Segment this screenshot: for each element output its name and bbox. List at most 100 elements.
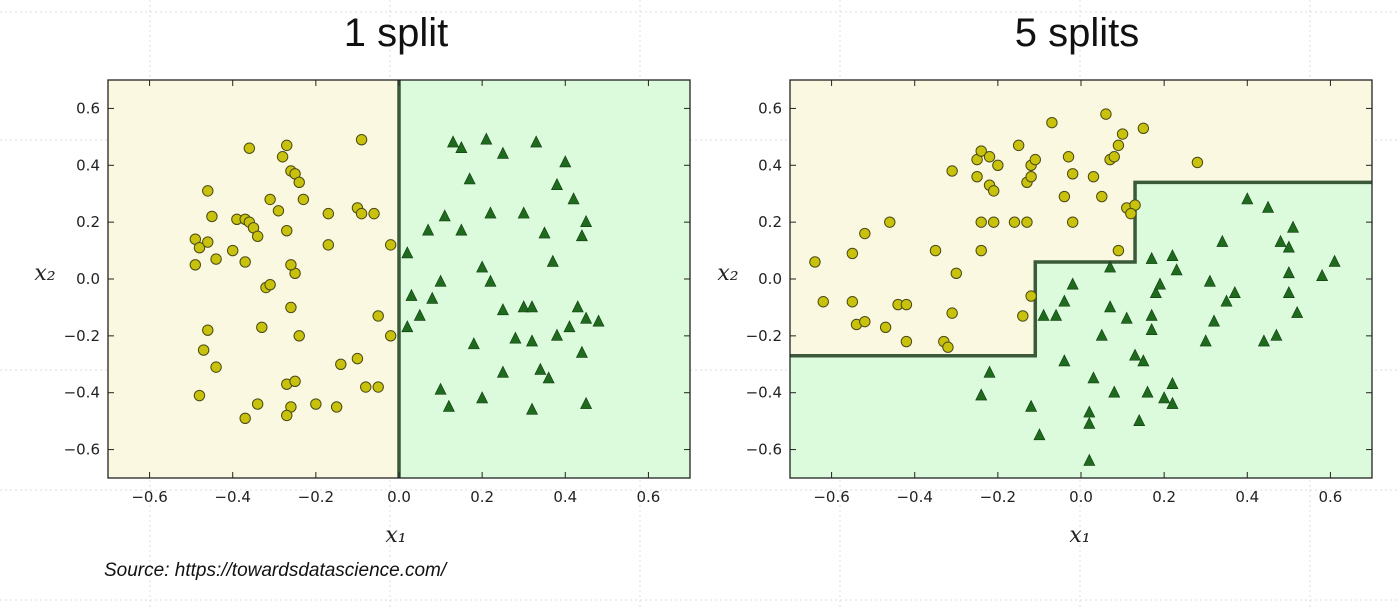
data-point-triangle bbox=[1170, 263, 1183, 276]
data-point-triangle bbox=[592, 314, 605, 327]
data-point-triangle bbox=[1262, 200, 1275, 213]
data-point-triangle bbox=[463, 172, 476, 185]
data-point-circle bbox=[293, 330, 305, 342]
data-point-circle bbox=[322, 239, 335, 251]
data-point-circle bbox=[846, 247, 859, 260]
y-axis-label: x₂ bbox=[717, 261, 738, 286]
chart-title: 5 splits bbox=[1015, 11, 1140, 55]
data-point-circle bbox=[227, 244, 239, 257]
data-point-triangle bbox=[1104, 260, 1117, 273]
data-point-triangle bbox=[413, 308, 426, 321]
data-point-triangle bbox=[405, 288, 418, 301]
region-class-a bbox=[790, 80, 1372, 356]
y-tick-label: −0.4 bbox=[746, 384, 782, 402]
data-point-triangle bbox=[1166, 249, 1179, 262]
data-point-triangle bbox=[575, 345, 588, 358]
data-point-triangle bbox=[401, 246, 414, 259]
data-point-circle bbox=[193, 242, 206, 254]
data-point-triangle bbox=[550, 328, 563, 341]
data-point-circle bbox=[992, 159, 1004, 171]
data-point-triangle bbox=[571, 300, 584, 313]
data-point-triangle bbox=[484, 274, 497, 287]
x-tick-label: −0.4 bbox=[214, 488, 250, 506]
data-point-circle bbox=[942, 341, 954, 353]
data-point-circle bbox=[1096, 190, 1108, 203]
data-point-triangle bbox=[1145, 251, 1158, 264]
data-point-triangle bbox=[1083, 416, 1096, 429]
data-point-circle bbox=[1008, 216, 1021, 228]
data-point-circle bbox=[281, 139, 293, 152]
source-note: Source: https://towardsdatascience.com/ bbox=[104, 560, 447, 581]
data-point-circle bbox=[285, 259, 297, 271]
data-point-triangle bbox=[517, 300, 530, 313]
data-point-triangle bbox=[476, 260, 489, 273]
data-point-circle bbox=[1087, 170, 1100, 183]
y-tick-label: −0.6 bbox=[746, 441, 782, 459]
data-point-triangle bbox=[1104, 300, 1117, 313]
data-point-triangle bbox=[496, 146, 509, 159]
data-point-triangle bbox=[550, 178, 563, 190]
data-point-circle bbox=[355, 207, 368, 220]
data-point-triangle bbox=[1208, 314, 1221, 327]
data-point-triangle bbox=[1149, 286, 1162, 299]
data-point-triangle bbox=[983, 365, 996, 378]
data-point-circle bbox=[1066, 168, 1079, 180]
data-point-triangle bbox=[1328, 254, 1341, 267]
data-point-triangle bbox=[484, 206, 497, 219]
x-tick-label: 0.0 bbox=[1069, 488, 1093, 506]
data-point-circle bbox=[210, 253, 222, 265]
data-point-triangle bbox=[1166, 377, 1179, 389]
data-point-circle bbox=[1100, 108, 1112, 120]
data-point-triangle bbox=[1108, 385, 1121, 398]
y-tick-label: 0.4 bbox=[758, 156, 782, 174]
data-point-triangle bbox=[476, 391, 489, 404]
data-point-circle bbox=[1108, 151, 1120, 163]
data-point-circle bbox=[276, 151, 289, 163]
data-point-circle bbox=[289, 375, 301, 388]
data-point-circle bbox=[197, 344, 210, 356]
data-point-circle bbox=[335, 358, 347, 370]
x-tick-label: 0.4 bbox=[1235, 488, 1259, 506]
data-point-triangle bbox=[422, 223, 435, 236]
data-point-circle bbox=[1116, 128, 1129, 140]
data-point-circle bbox=[859, 227, 871, 240]
data-point-circle bbox=[239, 256, 251, 268]
data-point-triangle bbox=[1287, 220, 1299, 233]
data-point-triangle bbox=[526, 300, 539, 313]
data-point-triangle bbox=[496, 365, 509, 378]
data-point-circle bbox=[251, 230, 264, 243]
data-point-triangle bbox=[580, 396, 593, 409]
data-point-circle bbox=[1012, 139, 1025, 152]
data-point-circle bbox=[372, 381, 384, 393]
data-point-circle bbox=[1066, 216, 1079, 228]
data-point-circle bbox=[256, 321, 268, 334]
data-point-circle bbox=[1017, 310, 1029, 322]
data-point-triangle bbox=[538, 226, 551, 239]
data-point-triangle bbox=[442, 399, 455, 412]
x-tick-label: 0.2 bbox=[1152, 488, 1176, 506]
data-point-triangle bbox=[1199, 334, 1212, 347]
data-point-triangle bbox=[496, 303, 509, 316]
data-point-triangle bbox=[401, 320, 414, 333]
y-tick-label: −0.4 bbox=[64, 384, 100, 402]
data-point-triangle bbox=[1066, 277, 1079, 290]
data-point-circle bbox=[355, 134, 368, 146]
data-point-circle bbox=[1062, 151, 1075, 163]
chart-title: 1 split bbox=[344, 11, 449, 55]
data-point-triangle bbox=[1282, 240, 1295, 253]
data-point-triangle bbox=[575, 229, 588, 242]
chart-panel-1-split: 1 split x₁ x₂ −0.6 −0.4 −0.2 0.0 0.2 0.4 0.6 −0… bbox=[34, 11, 691, 548]
data-point-circle bbox=[817, 296, 829, 308]
data-point-triangle bbox=[526, 334, 539, 347]
data-point-triangle bbox=[1050, 308, 1063, 321]
data-point-triangle bbox=[1145, 308, 1158, 321]
data-point-triangle bbox=[559, 155, 572, 168]
data-point-triangle bbox=[534, 362, 547, 375]
data-point-circle bbox=[1021, 216, 1033, 228]
data-point-triangle bbox=[1316, 268, 1329, 281]
data-point-circle bbox=[251, 398, 264, 410]
data-point-triangle bbox=[526, 402, 539, 415]
data-point-triangle bbox=[1216, 234, 1229, 247]
y-tick-label: 0.4 bbox=[76, 156, 100, 174]
data-point-circle bbox=[189, 259, 202, 271]
